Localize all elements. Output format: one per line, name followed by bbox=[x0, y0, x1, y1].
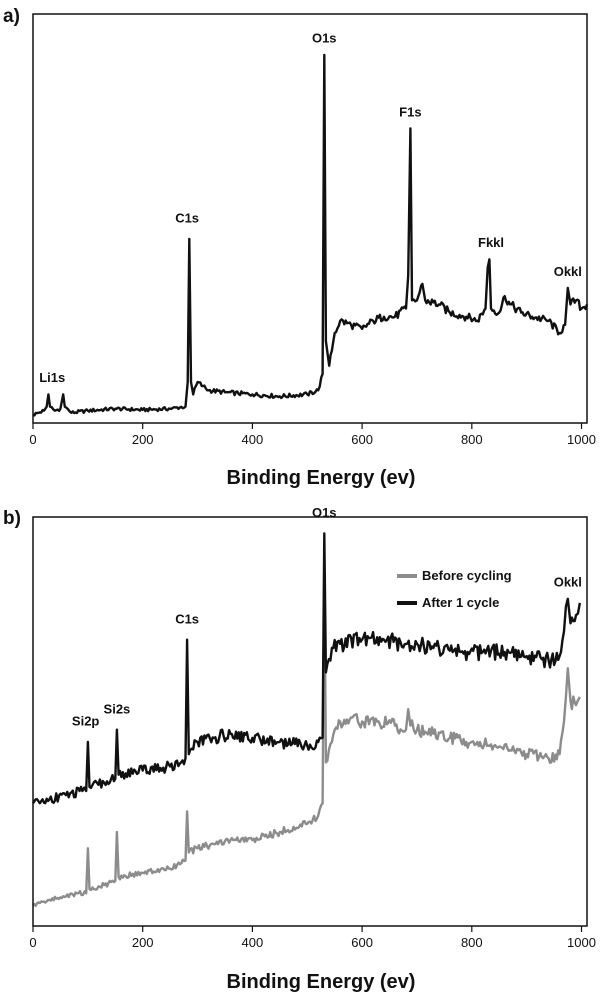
panel-a-peak-label-li1s: Li1s bbox=[39, 370, 65, 385]
panel-a-label: a) bbox=[3, 6, 20, 27]
panel-a-peak-label-c1s: C1s bbox=[175, 211, 199, 226]
panel-b-x-axis-label: Binding Energy (ev) bbox=[227, 971, 416, 993]
panel-a-x-axis-label: Binding Energy (ev) bbox=[227, 467, 416, 489]
panel-a-x-tick-label: 800 bbox=[461, 432, 483, 447]
panel-a-plot-frame bbox=[32, 13, 588, 424]
panel-a-peak-label-f1s: F1s bbox=[399, 104, 421, 119]
panel-b-x-tick-label: 1000 bbox=[567, 935, 596, 950]
panel-b-label: b) bbox=[3, 508, 21, 529]
panel-b-x-tick-label: 0 bbox=[29, 935, 36, 950]
panel-a-x-tick-label: 1000 bbox=[567, 432, 596, 447]
panel-b-plot-frame bbox=[32, 516, 588, 927]
panel-a-x-tick-label: 0 bbox=[29, 432, 36, 447]
panel-b-series-after-1-cycle bbox=[32, 532, 582, 805]
panel-b-legend: Before cycling After 1 cycle bbox=[397, 568, 512, 610]
panel-b-series-before-cycling bbox=[32, 556, 581, 907]
panel-b: b) 0 200 400 600 800 1000 Si2pSi2sC1sO1sOkkl … bbox=[3, 505, 596, 993]
panel-a-x-tick-label: 200 bbox=[132, 432, 154, 447]
panel-b-peak-label-si2s: Si2s bbox=[104, 701, 131, 716]
panel-b-x-tick-label: 400 bbox=[242, 935, 264, 950]
panel-b-peak-label-si2p: Si2p bbox=[72, 714, 100, 729]
panel-a-peak-label-o1s: O1s bbox=[312, 31, 337, 46]
panel-a-series-spectrum bbox=[32, 53, 589, 417]
panel-b-x-tick-label: 600 bbox=[351, 935, 373, 950]
panel-b-peak-label-o1s: O1s bbox=[312, 505, 337, 520]
panel-a-x-tick-label: 400 bbox=[242, 432, 264, 447]
legend-label-after-1-cycle: After 1 cycle bbox=[422, 595, 499, 610]
panel-a-peak-label-fkkl: Fkkl bbox=[478, 235, 504, 250]
panel-a: a) 0 200 400 600 800 1000 Li1s C1s O1s F1s Fkkl Ok… bbox=[3, 6, 596, 489]
legend-label-before-cycling: Before cycling bbox=[422, 568, 512, 583]
panel-a-x-tick-label: 600 bbox=[351, 432, 373, 447]
panel-b-peak-label-c1s: C1s bbox=[175, 611, 199, 626]
panel-b-x-tick-label: 800 bbox=[461, 935, 483, 950]
panel-a-peak-label-okkl: Okkl bbox=[554, 264, 582, 279]
panel-b-x-tick-label: 200 bbox=[132, 935, 154, 950]
panel-b-peak-label-okkl: Okkl bbox=[554, 575, 582, 590]
